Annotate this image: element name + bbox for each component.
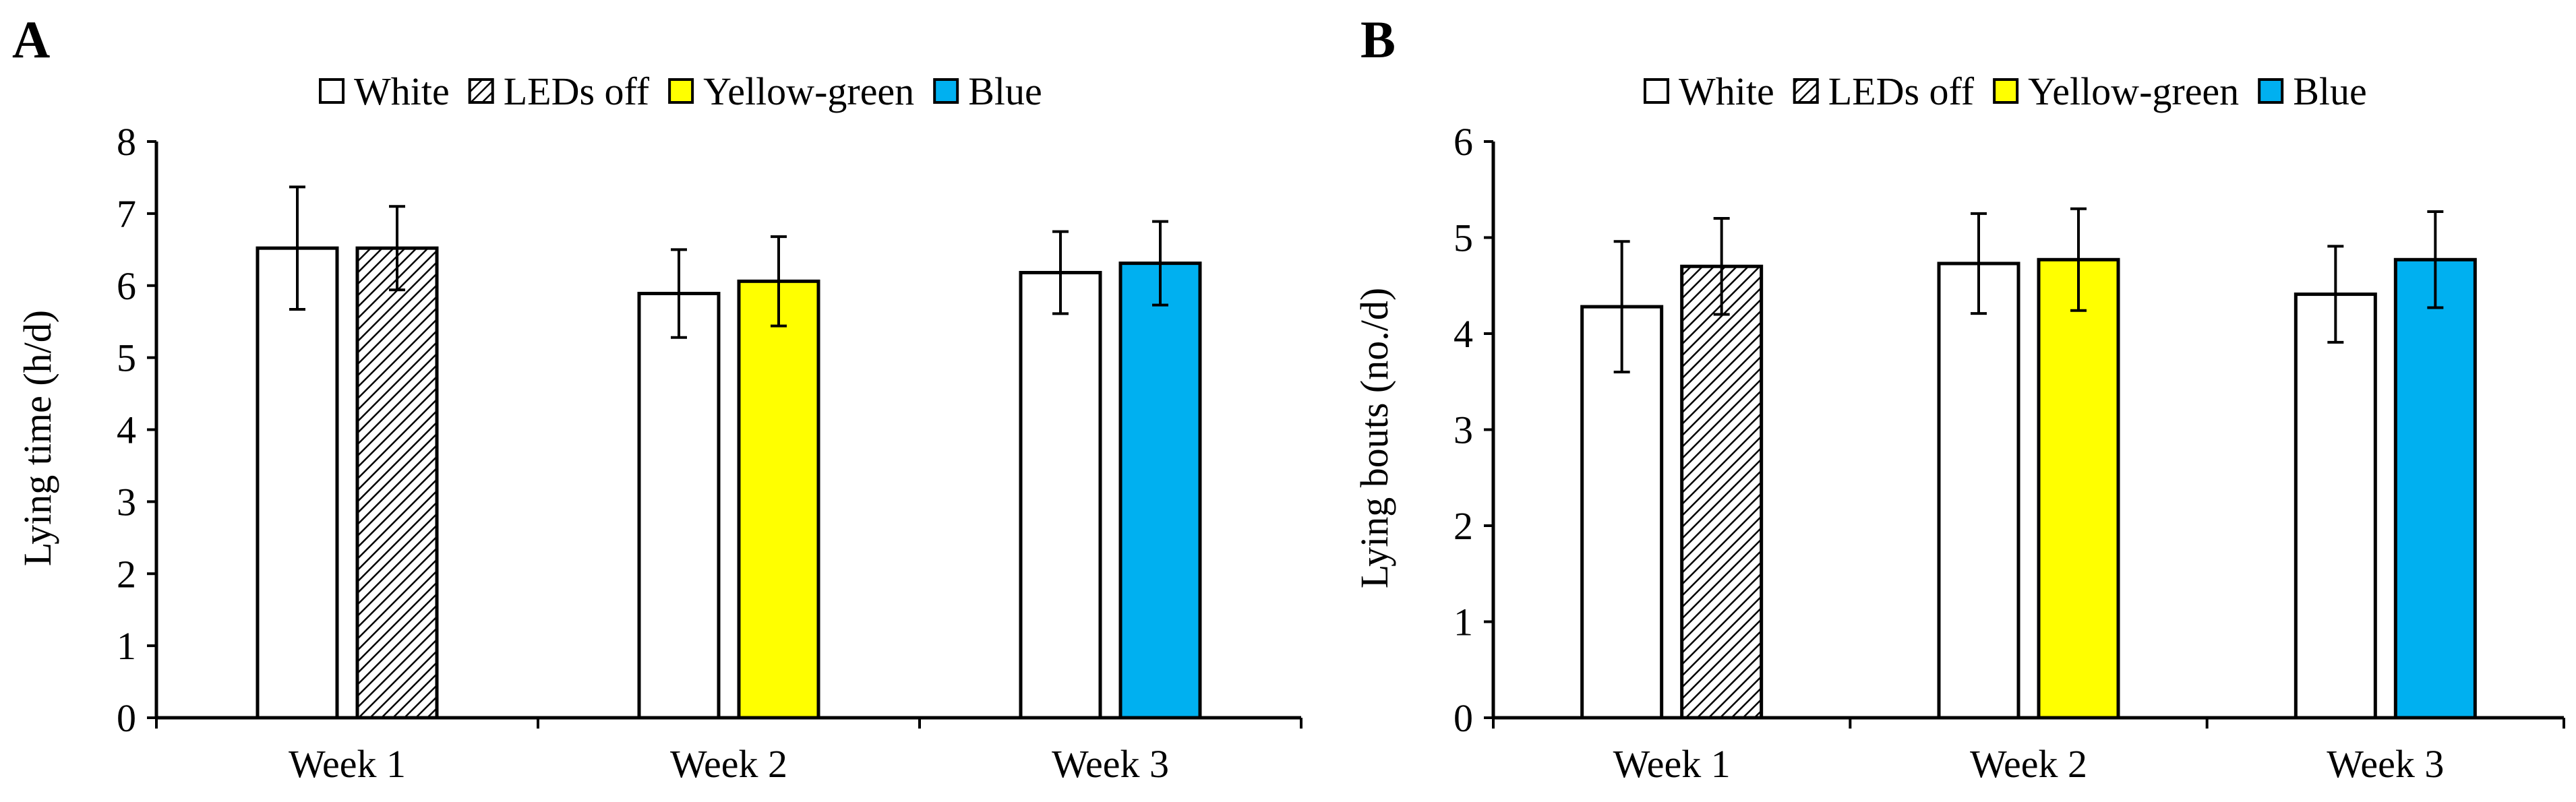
panel-b-y-tick-label-6: 6 — [1454, 120, 1473, 164]
panel-a-y-axis-label: Lying time (h/d) — [16, 310, 59, 566]
panel-a-y-tick-label-8: 8 — [117, 120, 136, 164]
panel-a-y-tick-label-7: 7 — [117, 192, 136, 236]
panel-a-week-1-leds-off-bar — [355, 246, 439, 720]
panel-b-y-tick-label-2: 2 — [1454, 504, 1473, 548]
panel-b-legend-swatch-blue — [2258, 78, 2284, 104]
panel-a-y-tick-label-0: 0 — [117, 696, 136, 740]
panel-b-y-tick-label-5: 5 — [1454, 216, 1473, 260]
panel-b-legend-label-leds-off: LEDs off — [1828, 69, 1975, 113]
panel-a-chart: A White LEDs off Yellow-green Blue 0 1 2 3 4 5 6 7… — [12, 10, 1302, 786]
panel-a-week-3-white-bar — [1019, 271, 1102, 720]
panel-a-category-label-week-1: Week 1 — [289, 742, 406, 786]
panel-b-week-3-white-bar — [2294, 292, 2377, 720]
panel-b-category-label-week-1: Week 1 — [1613, 742, 1731, 786]
panel-b-category-label-week-2: Week 2 — [1970, 742, 2087, 786]
panel-b-category-label-week-3: Week 3 — [2327, 742, 2444, 786]
panel-a-marks: 0 1 2 3 4 5 6 7 8 Week 1 Week 2 Week 3 — [117, 120, 1302, 786]
panel-b-legend-label-yellow-green: Yellow-green — [2028, 69, 2239, 113]
panel-b-week-2-yellow-green-bar — [2037, 257, 2120, 720]
panel-b-legend-label-white: White — [1679, 69, 1774, 113]
panel-b-legend-label-blue: Blue — [2293, 69, 2367, 113]
panel-a-legend-label-white: White — [354, 69, 450, 113]
panel-a-week-3-blue-bar — [1118, 261, 1202, 720]
panel-a-legend-swatch-yellow-green — [668, 78, 694, 104]
panel-a-legend-label-yellow-green: Yellow-green — [703, 69, 914, 113]
panel-a-y-tick-label-3: 3 — [117, 480, 136, 524]
panel-a-y-tick-label-1: 1 — [117, 624, 136, 668]
panel-b-legend-swatch-leds-off — [1793, 78, 1819, 104]
panel-a-y-tick-label-2: 2 — [117, 552, 136, 596]
panel-a-legend-label-blue: Blue — [968, 69, 1042, 113]
panel-b-y-tick-label-1: 1 — [1454, 600, 1473, 644]
panel-b-legend-swatch-white — [1644, 78, 1669, 104]
panel-b-y-tick-label-0: 0 — [1454, 696, 1473, 740]
panel-a-y-tick-label-5: 5 — [117, 336, 136, 380]
panel-a-legend: White LEDs off Yellow-green Blue — [319, 69, 1042, 113]
panel-b-marks: 0 1 2 3 4 5 6 Week 1 Week 2 Week 3 — [1454, 120, 2565, 786]
panel-a-week-2-white-bar — [637, 292, 721, 720]
panel-b-chart: B White LEDs off Yellow-green Blue 0 1 2 3 4 5 6 W… — [1352, 10, 2565, 786]
panel-b-y-axis-label: Lying bouts (no./d) — [1352, 288, 1396, 588]
panel-b-y-tick-label-4: 4 — [1454, 312, 1473, 356]
panel-a-legend-swatch-white — [319, 78, 345, 104]
panel-a-week-1-white-bar — [256, 246, 339, 720]
panel-a-category-label-week-2: Week 2 — [670, 742, 787, 786]
panel-b-week-1-leds-off-bar — [1680, 264, 1764, 720]
panel-a-y-tick-label-6: 6 — [117, 264, 136, 308]
panel-a-y-tick-label-4: 4 — [117, 408, 136, 452]
panel-a-letter: A — [12, 10, 50, 69]
panel-b-legend-swatch-yellow-green — [1993, 78, 2019, 104]
panel-a-category-label-week-3: Week 3 — [1052, 742, 1169, 786]
panel-b-week-3-blue-bar — [2393, 257, 2477, 720]
panel-b-letter: B — [1360, 10, 1396, 69]
panel-a-legend-swatch-leds-off — [468, 78, 494, 104]
panel-a-week-2-yellow-green-bar — [737, 279, 820, 720]
panel-b-legend: White LEDs off Yellow-green Blue — [1644, 69, 2367, 113]
panel-b-week-1-white-bar — [1580, 305, 1664, 720]
panel-a-legend-label-leds-off: LEDs off — [504, 69, 650, 113]
panel-b-week-2-white-bar — [1937, 261, 2020, 720]
panel-b-y-tick-label-3: 3 — [1454, 408, 1473, 452]
panel-a-legend-swatch-blue — [933, 78, 959, 104]
